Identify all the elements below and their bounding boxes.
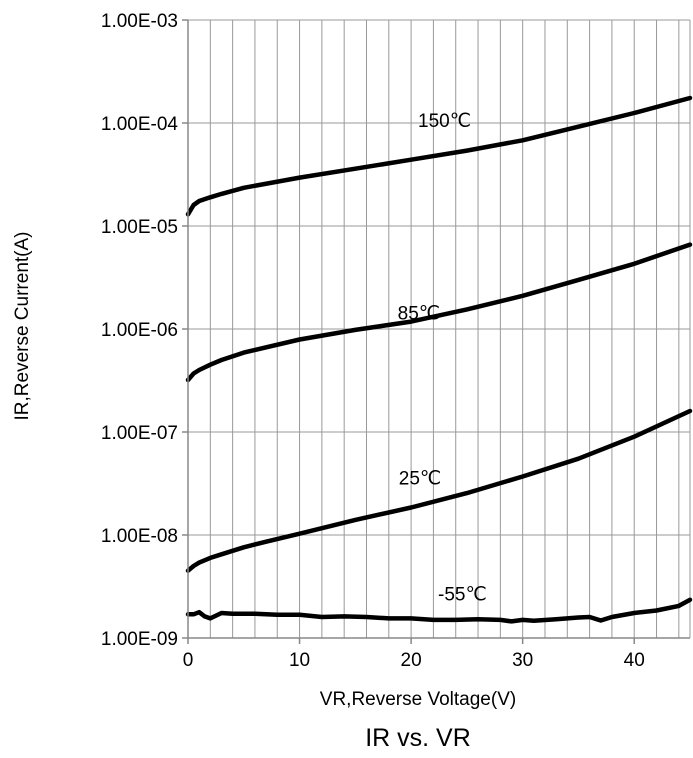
tick-labels: 1.00E-09 1.00E-08 1.00E-07 1.00E-06 1.00E-05… [101,11,645,671]
series-label-3: -55℃ [438,585,487,606]
axes [182,19,690,644]
y-tick-label: 1.00E-09 [101,629,178,650]
y-tick-label: 1.00E-06 [101,320,178,341]
y-tick-label: 1.00E-05 [101,217,178,238]
series-line-2 [185,408,693,573]
series-label-1: 85℃ [398,303,440,324]
series-line-0 [185,95,693,217]
y-tick-label: 1.00E-04 [101,114,179,135]
series-line-3 [185,597,693,624]
series-lines [185,95,693,624]
x-tick-label: 30 [512,650,533,671]
x-tick-label: 40 [624,650,645,671]
grid [188,19,691,638]
x-axis-label: VR,Reverse Voltage(V) [320,689,516,710]
y-tick-label: 1.00E-08 [101,526,178,547]
x-tick-label: 10 [289,650,310,671]
series-label-0: 150℃ [418,111,471,132]
series-label-2: 25℃ [399,469,441,490]
y-tick-label: 1.00E-03 [101,11,178,32]
series-line-1 [185,242,693,383]
y-axis-label: IR,Reverse Current(A) [12,232,33,421]
chart-title: IR vs. VR [365,724,471,752]
x-tick-label: 20 [401,650,422,671]
y-tick-label: 1.00E-07 [101,423,178,444]
series-labels: 150℃ 85℃ 25℃ -55℃ [398,111,487,606]
x-tick-label: 0 [183,650,194,671]
